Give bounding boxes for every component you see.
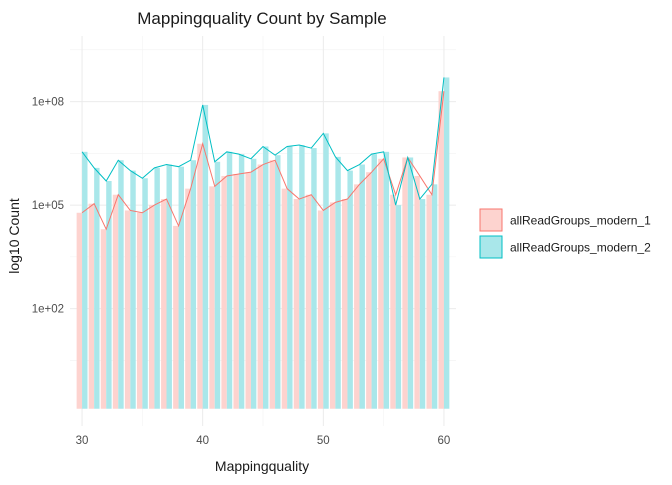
bar-series1	[305, 194, 312, 409]
bar-series1	[233, 173, 239, 409]
x-tick-label: 50	[317, 435, 330, 447]
x-axis-title: Mappingquality	[215, 458, 309, 474]
bar-series1	[136, 212, 143, 409]
bar-series2	[275, 155, 281, 409]
bar-series2	[419, 199, 426, 409]
bar-series2	[287, 146, 293, 409]
legend-key	[479, 208, 503, 232]
bar-series2	[202, 104, 209, 409]
bar-series1	[76, 212, 83, 409]
bar-series2	[226, 151, 233, 409]
bar-series2	[371, 154, 377, 409]
bar-series1	[281, 188, 288, 409]
bar-series2	[94, 167, 100, 409]
bar-series2	[82, 151, 88, 409]
bar-series2	[299, 145, 305, 409]
bar-series1	[173, 225, 179, 409]
bar-series2	[263, 146, 269, 409]
bar-series1	[438, 91, 444, 409]
bar-series1	[257, 164, 263, 409]
x-tick-label: 60	[438, 435, 451, 447]
bar-series2	[359, 164, 365, 409]
bar-series2	[166, 164, 172, 409]
bar-series1	[378, 158, 384, 409]
bar-series1	[390, 194, 396, 409]
bar-series1	[342, 199, 348, 409]
bar-series1	[112, 194, 119, 409]
bar-series1	[293, 199, 300, 409]
bar-series2	[142, 178, 148, 409]
legend-label: allReadGroups_modern_1	[510, 214, 651, 228]
bar-series1	[269, 160, 276, 409]
bar-series2	[250, 158, 257, 409]
bar-series1	[209, 186, 215, 409]
bar-series2	[238, 154, 245, 409]
bar-series1	[221, 175, 227, 409]
bar-series1	[366, 172, 372, 409]
line-layer	[81, 77, 445, 231]
bar-series2	[130, 170, 136, 409]
bar-series2	[118, 160, 124, 409]
bar-series1	[161, 199, 167, 409]
bar-series1	[149, 205, 155, 409]
y-tick-label: 1e+05	[32, 200, 64, 212]
series-line-2	[81, 77, 445, 206]
bar-series2	[395, 205, 402, 409]
bar-series2	[178, 166, 184, 409]
bar-series1	[197, 143, 203, 409]
bar-series2	[383, 151, 390, 409]
bar-series2	[214, 161, 221, 409]
bar-series1	[317, 210, 324, 409]
x-tick-label: 40	[196, 435, 209, 447]
bar-series1	[329, 202, 336, 409]
y-axis-title: log10 Count	[6, 198, 22, 274]
bar-series2	[190, 160, 197, 409]
bar-series2	[443, 77, 450, 409]
axis-layer: 30 40 50 60 1e+02 1e+05 1e+08	[32, 97, 451, 447]
bar-series2	[407, 157, 414, 409]
bar-series1	[124, 210, 131, 409]
chart-title: Mappingquality Count by Sample	[137, 9, 386, 28]
bar-series1	[354, 184, 360, 409]
y-tick-label: 1e+08	[32, 97, 64, 109]
bar-series1	[185, 188, 191, 409]
bar-series2	[431, 184, 438, 409]
bar-series2	[347, 170, 353, 409]
bar-series2	[323, 133, 329, 409]
bar-series2	[106, 180, 112, 409]
series-line-1	[81, 91, 445, 231]
legend: allReadGroups_modern_1 allReadGroups_mode…	[479, 208, 651, 259]
bar-series2	[154, 167, 160, 409]
legend-label: allReadGroups_modern_2	[510, 241, 651, 255]
bar-series1	[426, 194, 432, 409]
bar-series1	[88, 203, 95, 409]
x-tick-label: 30	[76, 435, 89, 447]
bar-layer	[76, 77, 450, 409]
bar-series1	[402, 157, 408, 409]
legend-key	[479, 235, 503, 259]
bar-series1	[100, 229, 107, 409]
bar-series1	[245, 172, 251, 409]
bar-series2	[311, 148, 317, 409]
y-tick-label: 1e+02	[32, 304, 64, 316]
bar-series1	[414, 175, 420, 409]
bar-series2	[335, 156, 341, 409]
